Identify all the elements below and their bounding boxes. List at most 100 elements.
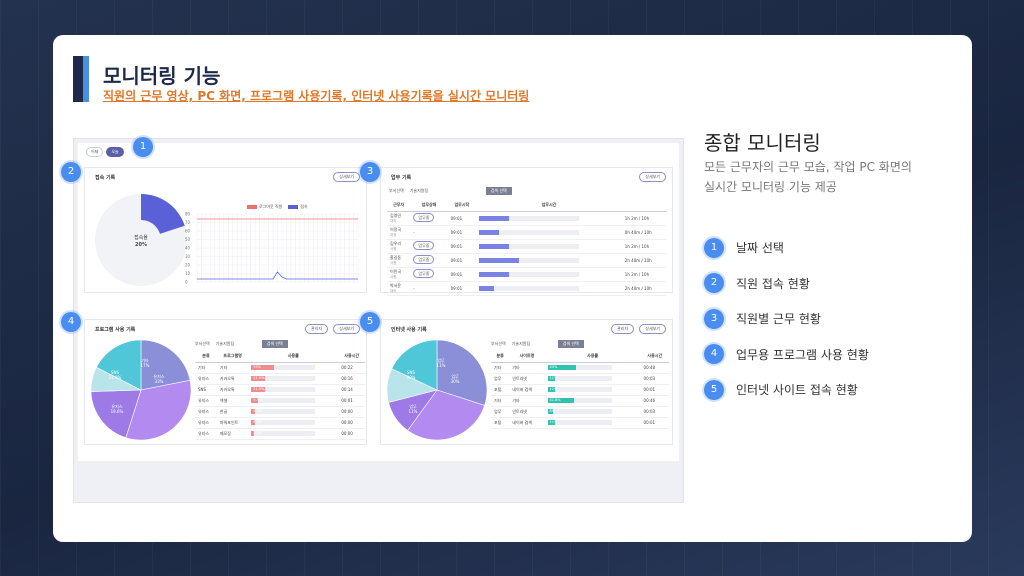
work-detail-button[interactable]: 상세보기	[639, 172, 666, 182]
title-accent-bar	[73, 56, 89, 102]
side-title: 종합 모니터링	[704, 131, 821, 155]
program-panel: 프로그램 사용 기록 관리자 상세보기 SNS 21.9% 유지스 33% 유지스 19.…	[84, 319, 367, 445]
cell-time: 00:00	[338, 406, 365, 418]
cell-start: 09:01	[447, 281, 477, 296]
cell-time: 00:14	[338, 384, 365, 396]
internet-panel: 인터넷 사용 기록 관리자 상세보기 SNS 30% 업무 30% 업무 11% 업무 11%…	[380, 319, 673, 445]
table-row[interactable]: 박서윤 대리 -09:01 2h 40m / 10h	[387, 281, 667, 296]
cell-bar	[476, 225, 622, 240]
internet-header-rate: 사용률	[544, 351, 641, 363]
table-row[interactable]: 유지스 파워포인트 6.2% 00:00	[195, 417, 365, 429]
badge-1: 1	[133, 137, 153, 157]
table-row[interactable]: 홍길동 사원 업무중 09:01 2h 40m / 10h	[387, 253, 667, 268]
pie-slice	[407, 389, 485, 441]
table-row[interactable]: 유지스 카카오톡 21.9% 00:16	[195, 373, 365, 385]
internet-header-time: 사용시간	[640, 351, 669, 363]
internet-filter-row: 부서선택 기술지원팀 검색 선택	[491, 340, 584, 348]
work-panel-title: 업무 기록	[391, 175, 412, 181]
internet-search-button[interactable]: 검색 선택	[557, 340, 584, 348]
page-title: 모니터링 기능	[103, 64, 221, 88]
cell-time: 00:16	[338, 373, 365, 385]
cell-start: 09:01	[447, 211, 477, 226]
cell-rate: 9.5%	[248, 395, 339, 407]
cell-category: SNS	[195, 384, 217, 396]
cell-time: 2h 40m / 10h	[621, 281, 667, 296]
cell-name: 기타	[509, 362, 545, 374]
internet-detail-button[interactable]: 상세보기	[639, 324, 666, 334]
cell-name: 인트라넷	[509, 406, 545, 418]
program-filter-label: 부서선택	[195, 341, 210, 346]
table-row[interactable]: 포털 네이버 검색 12% 00:01	[491, 384, 669, 396]
program-header-cat: 분류	[195, 351, 217, 363]
table-row[interactable]: 이민국 사원 업무중 09:01 1h 2m / 10h	[387, 267, 667, 282]
cell-name: 이정국 과장	[387, 225, 411, 240]
internet-filter-input[interactable]: 기술지원팀	[511, 341, 531, 346]
work-filter-input[interactable]: 기술지원팀	[409, 188, 429, 193]
cell-name: 카카오톡	[216, 373, 249, 385]
feature-number: 1	[704, 237, 724, 258]
feature-label: 직원 접속 현황	[736, 276, 810, 291]
program-search-button[interactable]: 검색 선택	[261, 340, 288, 348]
feature-item-1: 1 날짜 선택	[704, 230, 869, 266]
y-tick-label: 60	[185, 229, 191, 234]
tab-yesterday[interactable]: 어제	[86, 147, 104, 157]
table-row[interactable]: 기타 기타 35% 00:22	[195, 362, 365, 374]
pie-label-value: 17%	[141, 363, 150, 368]
cell-rate: 6.2%	[248, 417, 339, 429]
cell-name: 박서윤 대리	[387, 281, 411, 296]
program-filter-input[interactable]: 기술지원팀	[215, 341, 235, 346]
cell-start: 09:01	[447, 239, 477, 254]
pie-label-value: 21.9%	[109, 375, 122, 380]
table-row[interactable]: 유지스 한글 5.5% 00:00	[195, 406, 365, 418]
cell-time: 00:22	[338, 362, 365, 374]
work-search-button[interactable]: 검색 선택	[485, 187, 512, 195]
cell-time: 0h 40m / 10h	[621, 225, 667, 240]
table-row[interactable]: 업무 인트라넷 11% 00:03	[491, 373, 669, 385]
access-panel: 접속 기록 상세보기 접속율 20% 로그아웃 직원 접속 80 70 60 50 40…	[84, 167, 367, 293]
cell-status: 업무중	[410, 253, 448, 268]
feature-list: 1 날짜 선택 2 직원 접속 현황 3 직원별 근무 현황 4 업무용 프로그램 사용 현황…	[704, 230, 869, 408]
table-row[interactable]: 김영민 대리 업무중 09:01 1h 2m / 10h	[387, 211, 667, 226]
cell-rate: 21.9%	[248, 373, 339, 385]
pie-slice	[436, 339, 488, 406]
side-desc-line1: 모든 근무자의 근무 모습, 작업 PC 화면의	[704, 160, 912, 174]
access-detail-button[interactable]: 상세보기	[333, 172, 360, 182]
cell-name: 카카오톡	[216, 384, 249, 396]
y-tick-label: 80	[185, 212, 191, 217]
program-detail-button[interactable]: 상세보기	[333, 324, 360, 334]
cell-category: 업무	[491, 373, 510, 385]
cell-category: 기타	[195, 362, 217, 374]
cell-name: 인트라넷	[509, 373, 545, 385]
cell-time: 1h 2m / 10h	[621, 211, 667, 226]
cell-rate: 5.5%	[248, 406, 339, 418]
table-row[interactable]: 업무 인트라넷 8% 00:03	[491, 406, 669, 418]
pie-label: SNS	[407, 370, 416, 375]
table-row[interactable]: 기타 기타 45% 00:48	[491, 362, 669, 374]
internet-admin-button[interactable]: 관리자	[610, 324, 634, 334]
table-row[interactable]: 유지스 메모장 3.5% 00:00	[195, 428, 365, 440]
cell-name: 기타	[509, 395, 545, 407]
table-row[interactable]: 김우리 사원 업무중 09:01 1h 2m / 10h	[387, 239, 667, 254]
cell-category: 유지스	[195, 417, 217, 429]
cell-name: 한글	[216, 406, 249, 418]
cell-name: 홍길동 사원	[387, 253, 411, 268]
tab-today[interactable]: 오늘	[106, 147, 124, 157]
cell-category: 유지스	[195, 373, 217, 385]
program-header-rate: 사용률	[248, 351, 339, 363]
cell-time: 00:01	[640, 417, 669, 429]
access-legend: 로그아웃 직원 접속	[247, 204, 308, 210]
cell-status: -	[410, 281, 448, 296]
table-row[interactable]: 기타 기타 41.8% 00:46	[491, 395, 669, 407]
table-row[interactable]: 유지스 엑셀 9.5% 00:01	[195, 395, 365, 407]
internet-header-cat: 분류	[491, 351, 510, 363]
table-row[interactable]: 포털 네이버 검색 11% 00:01	[491, 417, 669, 429]
cell-status: -	[410, 225, 448, 240]
table-row[interactable]: 이정국 과장 -09:01 0h 40m / 10h	[387, 225, 667, 240]
feature-item-4: 4 업무용 프로그램 사용 현황	[704, 337, 869, 373]
program-admin-button[interactable]: 관리자	[304, 324, 328, 334]
pie-label-value: 19.6%	[111, 409, 124, 414]
cell-status: 업무중	[410, 239, 448, 254]
feature-item-5: 5 인터넷 사이트 접속 현황	[704, 372, 869, 408]
table-row[interactable]: SNS 카카오톡 21.9% 00:14	[195, 384, 365, 396]
